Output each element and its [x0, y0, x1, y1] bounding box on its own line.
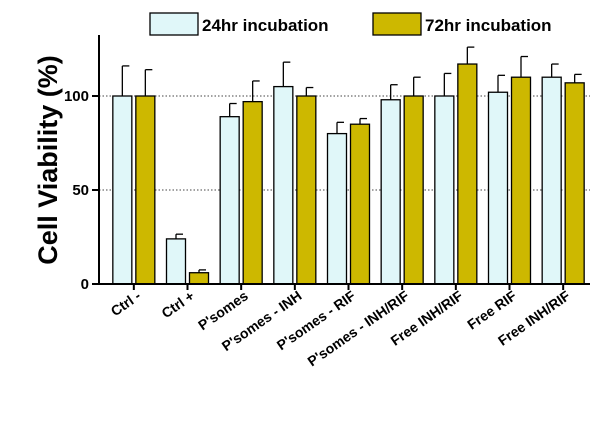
bar	[296, 95, 317, 285]
legend: 24hr incubation 72hr incubation	[149, 12, 552, 36]
legend-label: 24hr incubation	[202, 16, 329, 35]
bar	[541, 76, 562, 285]
bar	[487, 91, 509, 285]
x-category-label: Ctrl +	[158, 287, 197, 321]
legend-label: 72hr incubation	[425, 16, 552, 35]
bar	[564, 82, 585, 285]
bar	[112, 95, 133, 285]
bar	[273, 85, 294, 285]
x-category-label: P'somes - INH/RIF	[304, 287, 412, 369]
bar	[326, 132, 348, 285]
y-tick-label: 100	[64, 88, 89, 105]
legend-swatch	[372, 12, 422, 36]
bar	[434, 95, 455, 285]
bar	[349, 123, 371, 285]
bar	[457, 63, 478, 285]
y-tick-label: 50	[72, 182, 89, 199]
bar	[242, 100, 263, 285]
axes	[98, 35, 590, 290]
y-axis-title: Cell Viability (%)	[33, 55, 63, 265]
y-ticks: 0 50 100	[64, 88, 99, 293]
bar	[219, 116, 240, 285]
bar	[380, 99, 401, 285]
bar	[165, 238, 187, 285]
y-tick-label: 0	[81, 276, 89, 293]
x-category-label: Ctrl -	[108, 287, 144, 319]
bars	[112, 46, 585, 285]
legend-swatch	[149, 12, 199, 36]
bar	[188, 272, 210, 285]
bar	[403, 95, 424, 285]
bar	[135, 95, 156, 285]
bar	[510, 76, 532, 285]
